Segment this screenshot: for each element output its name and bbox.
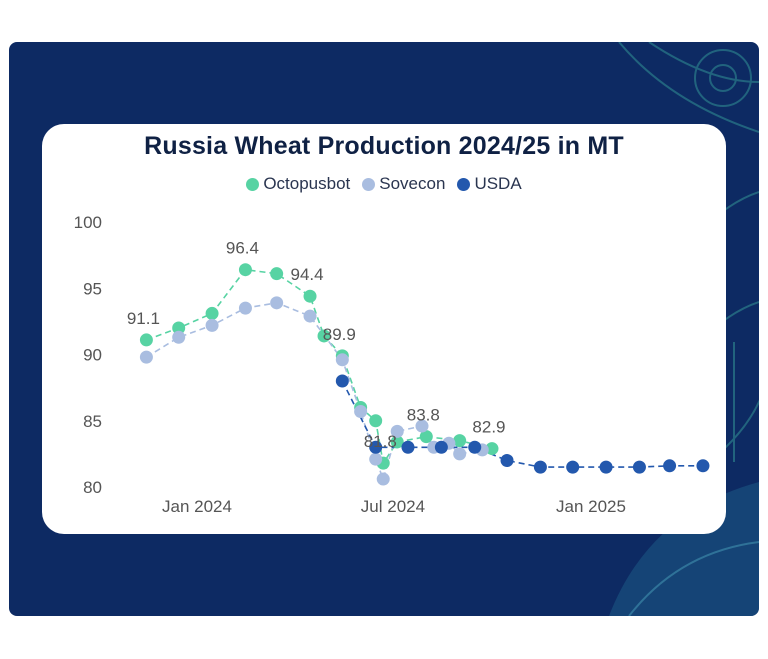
data-point-sovecon[interactable] bbox=[415, 419, 429, 433]
data-label-octopusbot: 91.1 bbox=[127, 309, 160, 328]
data-label-octopusbot: 81.8 bbox=[364, 432, 397, 451]
data-point-sovecon[interactable] bbox=[335, 353, 349, 367]
legend-item-sovecon[interactable]: Sovecon bbox=[362, 174, 445, 194]
data-point-octopusbot[interactable] bbox=[453, 434, 467, 448]
data-point-octopusbot[interactable] bbox=[369, 414, 383, 428]
x-tick-label: Jul 2024 bbox=[361, 497, 425, 516]
data-point-sovecon[interactable] bbox=[205, 318, 219, 332]
data-point-sovecon[interactable] bbox=[354, 404, 368, 418]
legend-item-usda[interactable]: USDA bbox=[457, 174, 522, 194]
data-point-octopusbot[interactable] bbox=[270, 267, 284, 281]
chart-plot-area: 80 85 90 95 100 Jan 2024 Jul 2024 Jan 2025 91.… bbox=[74, 213, 710, 516]
data-point-sovecon[interactable] bbox=[172, 330, 186, 344]
data-label-octopusbot: 83.8 bbox=[407, 406, 440, 425]
data-point-octopusbot[interactable] bbox=[303, 289, 317, 303]
legend-swatch-octopusbot bbox=[246, 177, 260, 191]
data-point-octopusbot[interactable] bbox=[485, 442, 499, 456]
data-point-octopusbot[interactable] bbox=[238, 263, 252, 277]
y-tick-label: 80 bbox=[83, 478, 102, 497]
data-point-sovecon[interactable] bbox=[270, 296, 284, 310]
data-point-usda[interactable] bbox=[401, 440, 415, 454]
data-point-usda[interactable] bbox=[468, 440, 482, 454]
data-point-usda[interactable] bbox=[500, 454, 514, 467]
legend-label-usda: USDA bbox=[474, 174, 522, 193]
data-point-sovecon[interactable] bbox=[139, 350, 153, 364]
chart-card: Russia Wheat Production 2024/25 in MT Oc… bbox=[42, 124, 726, 534]
legend-item-octopusbot[interactable]: Octopusbot bbox=[246, 174, 350, 194]
legend-label-octopusbot: Octopusbot bbox=[263, 174, 351, 193]
data-point-usda[interactable] bbox=[533, 460, 547, 474]
data-point-sovecon[interactable] bbox=[238, 301, 252, 315]
data-point-usda[interactable] bbox=[434, 440, 448, 454]
data-point-octopusbot[interactable] bbox=[317, 329, 331, 343]
data-point-usda[interactable] bbox=[632, 460, 646, 474]
data-label-octopusbot: 89.9 bbox=[323, 325, 356, 344]
data-point-octopusbot[interactable] bbox=[172, 321, 186, 335]
legend-swatch-usda bbox=[457, 177, 471, 191]
y-tick-label: 85 bbox=[83, 412, 102, 431]
data-point-usda[interactable] bbox=[369, 440, 383, 454]
data-point-sovecon[interactable] bbox=[390, 424, 404, 438]
data-label-octopusbot: 94.4 bbox=[290, 265, 323, 284]
data-point-usda[interactable] bbox=[663, 459, 677, 473]
data-point-sovecon[interactable] bbox=[453, 447, 467, 461]
data-point-sovecon[interactable] bbox=[376, 472, 390, 486]
y-tick-label: 95 bbox=[83, 279, 102, 298]
data-point-octopusbot[interactable] bbox=[139, 333, 153, 347]
data-point-usda[interactable] bbox=[599, 460, 613, 474]
chart-title: Russia Wheat Production 2024/25 in MT bbox=[144, 132, 624, 160]
data-point-usda[interactable] bbox=[696, 459, 710, 473]
chart-legend: Octopusbot Sovecon USDA bbox=[42, 174, 726, 194]
data-point-octopusbot[interactable] bbox=[205, 306, 219, 320]
data-point-octopusbot[interactable] bbox=[390, 435, 404, 449]
legend-swatch-sovecon bbox=[362, 177, 376, 191]
data-point-usda[interactable] bbox=[335, 374, 349, 388]
data-point-sovecon[interactable] bbox=[303, 309, 317, 323]
y-tick-label: 90 bbox=[83, 346, 102, 365]
data-label-octopusbot: 82.9 bbox=[472, 418, 505, 437]
x-tick-label: Jan 2025 bbox=[556, 497, 626, 516]
x-tick-label: Jan 2024 bbox=[162, 497, 232, 516]
data-label-octopusbot: 96.4 bbox=[226, 239, 259, 258]
series-line-octopusbot bbox=[146, 268, 493, 466]
legend-label-sovecon: Sovecon bbox=[379, 174, 446, 193]
data-point-octopusbot[interactable] bbox=[419, 430, 433, 444]
series-line-usda bbox=[341, 380, 703, 468]
data-point-sovecon[interactable] bbox=[369, 452, 383, 466]
y-tick-label: 100 bbox=[74, 213, 102, 232]
data-point-usda[interactable] bbox=[566, 460, 580, 474]
series-line-sovecon bbox=[145, 301, 483, 482]
